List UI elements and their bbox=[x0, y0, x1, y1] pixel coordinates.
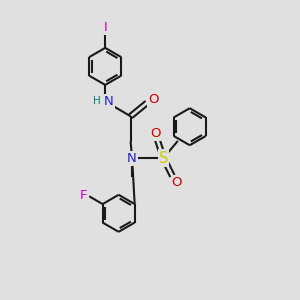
Text: S: S bbox=[159, 151, 168, 166]
Text: N: N bbox=[104, 95, 114, 108]
Text: O: O bbox=[172, 176, 182, 189]
Text: F: F bbox=[80, 189, 88, 202]
Text: N: N bbox=[127, 152, 137, 165]
Text: O: O bbox=[151, 127, 161, 140]
Text: O: O bbox=[148, 93, 159, 106]
Text: H: H bbox=[93, 96, 101, 106]
Text: I: I bbox=[103, 21, 107, 34]
